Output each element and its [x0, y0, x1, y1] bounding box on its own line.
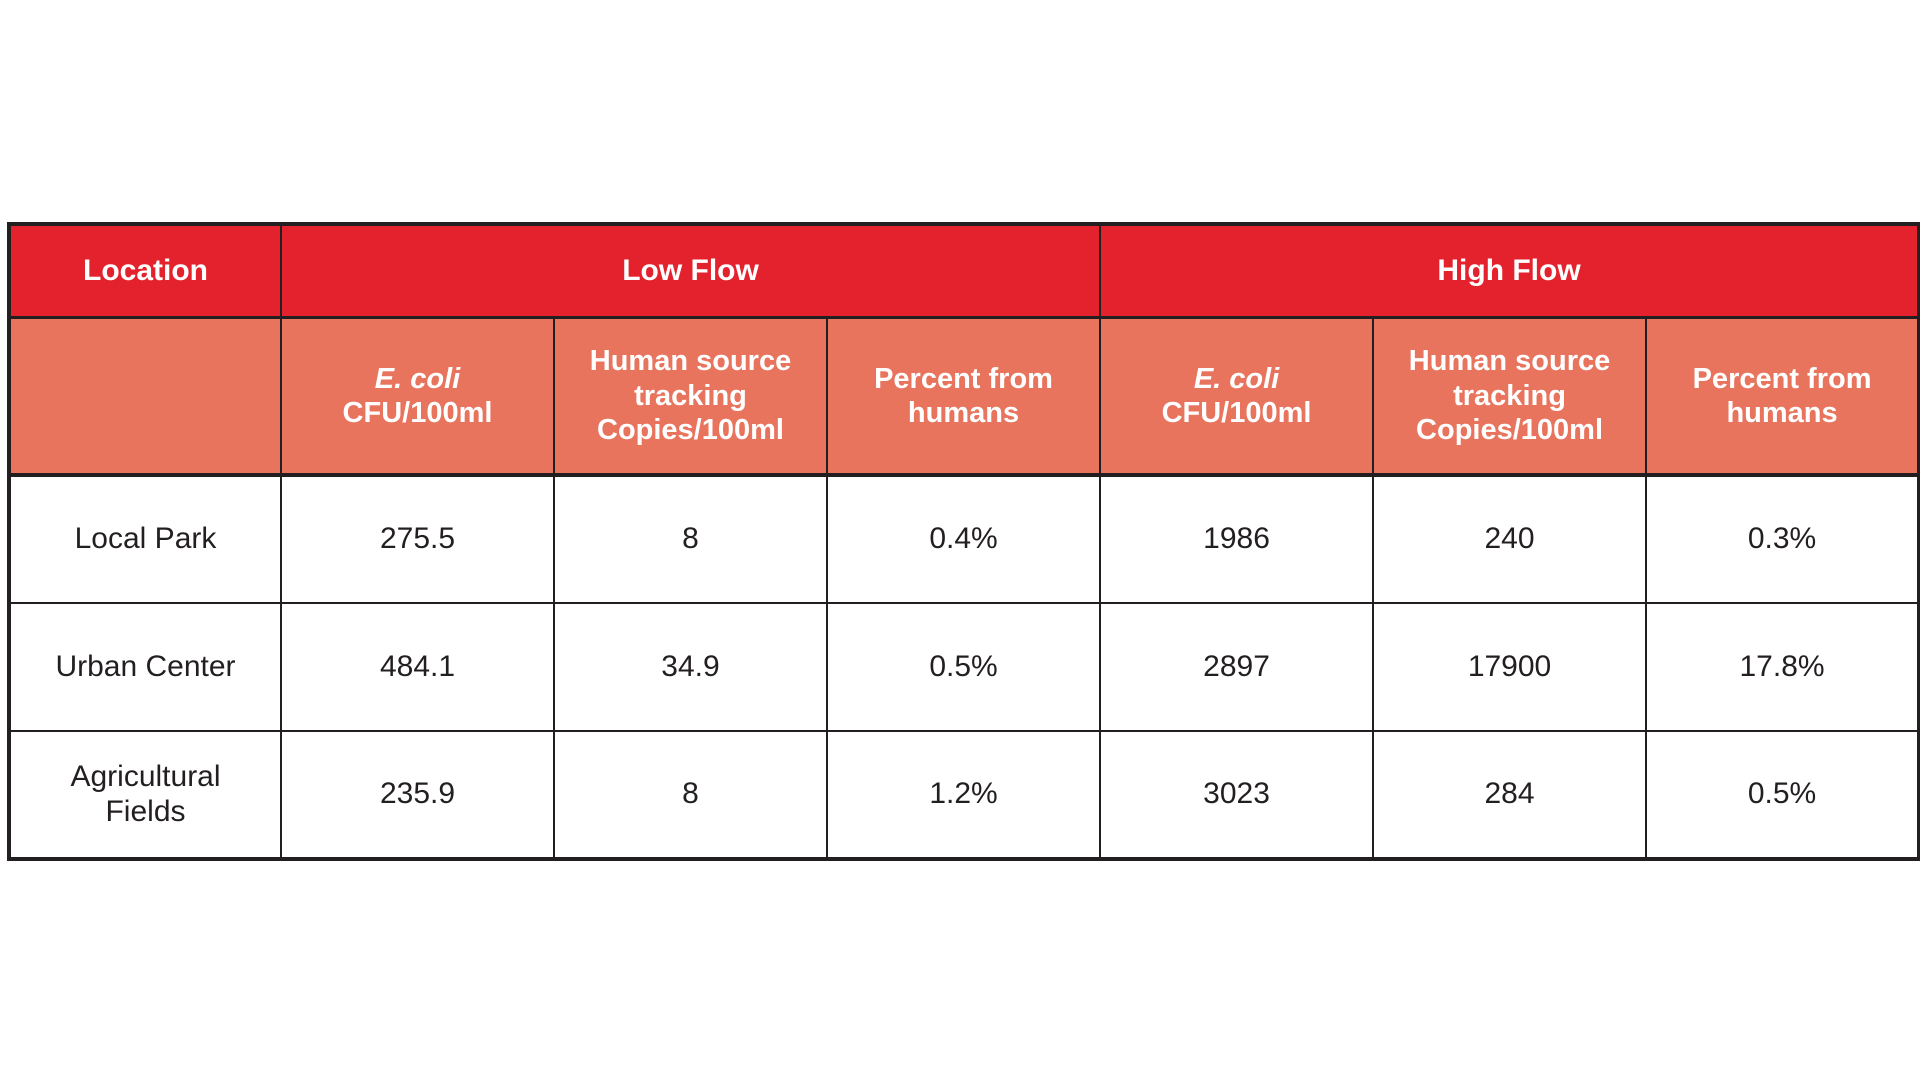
table-cell: 34.9 [553, 602, 828, 732]
ecoli-units: CFU/100ml [1161, 396, 1312, 429]
table-row-local-park: Local Park 275.5 8 0.4% 1986 240 0.3% [8, 474, 1920, 604]
subheader-low-human-source-tracking: Human source tracking Copies/100ml [553, 316, 828, 477]
water-quality-table: Location Low Flow High Flow E. coli CFU/… [7, 222, 1920, 861]
header-row-flow: Location Low Flow High Flow [8, 223, 1920, 319]
table-cell: 3023 [1099, 730, 1375, 860]
hst-label-2: tracking [634, 379, 747, 412]
row-label: Local Park [8, 474, 282, 604]
table-cell: 235.9 [280, 730, 555, 860]
hst-units: Copies/100ml [1416, 413, 1604, 446]
water-quality-table-container: Location Low Flow High Flow E. coli CFU/… [7, 222, 1920, 861]
row-label: Urban Center [8, 602, 282, 732]
table-cell: 284 [1372, 730, 1648, 860]
header-high-flow: High Flow [1099, 223, 1920, 319]
table-cell: 1986 [1099, 474, 1375, 604]
header-location: Location [8, 223, 282, 319]
table-cell: 2897 [1099, 602, 1375, 732]
hst-label-1: Human source [1408, 345, 1611, 378]
subheader-low-percent-humans: Percent from humans [825, 316, 1102, 477]
table-cell: 484.1 [280, 602, 555, 732]
header-low-flow: Low Flow [279, 223, 1102, 319]
subheader-high-human-source-tracking: Human source tracking Copies/100ml [1372, 316, 1648, 477]
subheader-high-ecoli: E. coli CFU/100ml [1099, 316, 1375, 477]
ecoli-label: E. coli [374, 362, 461, 395]
table-cell: 0.3% [1645, 474, 1920, 604]
table-cell: 8 [553, 730, 828, 860]
table-cell: 17900 [1372, 602, 1648, 732]
percent-label-2: humans [1726, 396, 1838, 429]
hst-units: Copies/100ml [597, 413, 784, 446]
ecoli-label: E. coli [1193, 362, 1280, 395]
table-cell: 0.4% [825, 474, 1102, 604]
percent-label-1: Percent from [1692, 362, 1872, 395]
table-cell: 0.5% [1645, 730, 1920, 860]
hst-label-2: tracking [1453, 379, 1566, 412]
subheader-high-percent-humans: Percent from humans [1645, 316, 1920, 477]
table-cell: 275.5 [280, 474, 555, 604]
percent-label-2: humans [907, 396, 1020, 429]
subheader-location-empty [8, 316, 282, 477]
table-cell: 1.2% [825, 730, 1102, 860]
table-cell: 0.5% [825, 602, 1102, 732]
percent-label-1: Percent from [874, 362, 1053, 395]
table-row-urban-center: Urban Center 484.1 34.9 0.5% 2897 17900 … [8, 602, 1920, 732]
table-row-agricultural-fields: Agricultural Fields 235.9 8 1.2% 3023 28… [8, 730, 1920, 860]
header-row-measures: E. coli CFU/100ml Human source tracking … [8, 316, 1920, 477]
ecoli-units: CFU/100ml [342, 396, 493, 429]
row-label: Agricultural Fields [8, 730, 282, 860]
hst-label-1: Human source [589, 345, 792, 378]
table-cell: 240 [1372, 474, 1648, 604]
subheader-low-ecoli: E. coli CFU/100ml [280, 316, 555, 477]
table-cell: 17.8% [1645, 602, 1920, 732]
table-cell: 8 [553, 474, 828, 604]
